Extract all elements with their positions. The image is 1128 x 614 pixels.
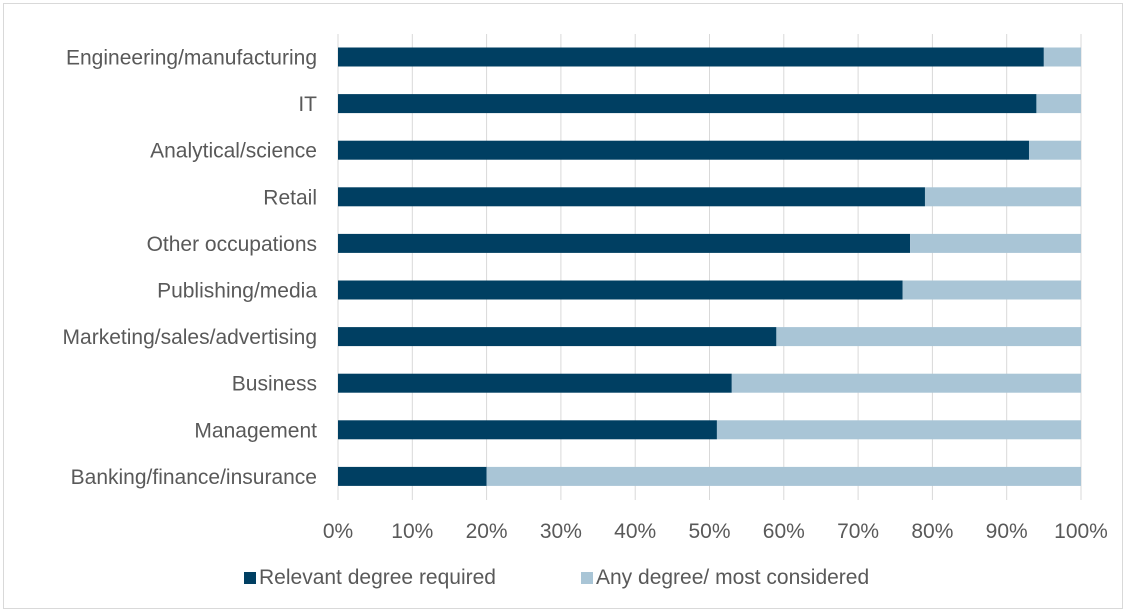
category-label: Banking/finance/insurance [71, 466, 317, 489]
x-tick-label: 90% [986, 520, 1028, 543]
category-label: Business [232, 373, 317, 396]
x-tick-label: 50% [688, 520, 730, 543]
x-tick-label: 80% [911, 520, 953, 543]
bars [338, 47, 1082, 486]
bar-relevant-degree [338, 94, 1037, 114]
bar-relevant-degree [338, 373, 732, 393]
category-label: Analytical/science [150, 140, 317, 163]
category-label: Engineering/manufacturing [66, 47, 317, 70]
x-tick-label: 30% [540, 520, 582, 543]
x-tick-label: 0% [323, 520, 353, 543]
bar-relevant-degree [338, 187, 925, 207]
x-tick-label: 70% [837, 520, 879, 543]
legend-label: Any degree/ most considered [596, 566, 869, 589]
bar-relevant-degree [338, 280, 903, 300]
bar-relevant-degree [338, 466, 487, 486]
legend-label: Relevant degree required [259, 566, 496, 589]
bar-any-degree [910, 233, 1081, 253]
category-labels: Engineering/manufacturing IT Analytical/sc… [63, 47, 318, 489]
bar-relevant-degree [338, 233, 911, 253]
category-label: Retail [263, 186, 317, 209]
category-label: Other occupations [147, 233, 317, 256]
category-label: Marketing/sales/advertising [63, 326, 317, 349]
x-tick-labels: 0% 10% 20% 30% 40% 50% 60% 70% 80% 90% 100% [323, 520, 1108, 543]
category-label: IT [298, 93, 317, 116]
bar-any-degree [924, 187, 1081, 207]
legend-swatch [581, 572, 593, 584]
bar-any-degree [716, 420, 1081, 440]
x-tick-label: 100% [1054, 520, 1108, 543]
category-label: Publishing/media [157, 280, 317, 303]
x-tick-label: 20% [466, 520, 508, 543]
legend-swatch [244, 572, 256, 584]
x-tick-label: 40% [614, 520, 656, 543]
bar-relevant-degree [338, 47, 1044, 67]
bar-relevant-degree [338, 327, 777, 347]
bar-any-degree [902, 280, 1081, 300]
bar-any-degree [1036, 94, 1081, 114]
bar-any-degree [776, 327, 1081, 347]
bar-any-degree [731, 373, 1081, 393]
x-tick-label: 60% [763, 520, 805, 543]
category-label: Management [194, 419, 317, 442]
bar-any-degree [1043, 47, 1081, 67]
bar-any-degree [486, 466, 1082, 486]
bar-relevant-degree [338, 140, 1029, 160]
bar-any-degree [1028, 140, 1081, 160]
bar-relevant-degree [338, 420, 717, 440]
legend: Relevant degree required Any degree/ most… [244, 566, 869, 589]
x-tick-label: 10% [391, 520, 433, 543]
